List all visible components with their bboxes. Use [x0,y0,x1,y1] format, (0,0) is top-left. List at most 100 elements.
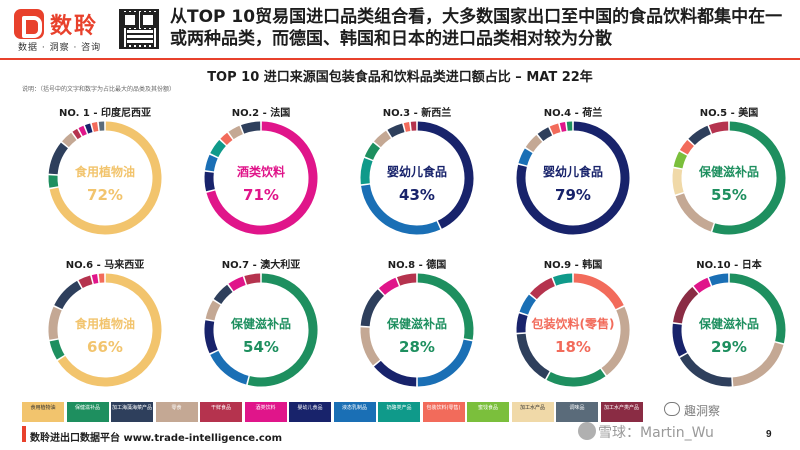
top-category-label: 食用植物油 [74,165,135,179]
donut-slice [48,175,59,188]
donut-chart [516,273,630,387]
country-rank-label: NO.7 - 澳大利亚 [221,260,301,271]
donut-chart [204,273,318,387]
donut-slice [530,277,556,300]
legend-item: 零食 [155,402,198,422]
legend-item: 调味品 [556,402,598,422]
donut-slice [205,154,218,172]
brand-name: 数聆 [50,14,99,39]
footer-accent [22,426,26,442]
brand-tagline: 数据 · 洞察 · 咨询 [18,43,102,53]
donut-slice [518,148,533,166]
top-category-label: 保健滋补品 [230,317,291,331]
donut-slice [417,121,474,229]
donut-slice [516,313,528,333]
donut-slice [673,287,699,324]
top-category-label: 婴幼儿食品 [542,165,603,179]
brand-logo-icon [14,9,44,39]
donut-slice [601,306,630,376]
donut-slice [573,273,624,310]
page-number: 9 [766,429,772,440]
donut-slice [679,353,732,387]
donut-slice [48,306,62,340]
legend-item: 加工水产品 [511,402,554,422]
header: 数聆 数据 · 洞察 · 咨询 从TOP 10贸易国进口品类组合看，大多数国家出… [0,0,800,56]
legend-item: 保健滋补品 [66,402,109,422]
donut-slice [247,273,318,387]
donut-slice [84,123,93,134]
header-divider [0,58,800,60]
donut-slice [708,273,729,286]
country-rank-label: NO.4 - 荷兰 [543,108,603,119]
donut-slice [206,121,318,235]
donut-slice [78,125,87,137]
legend-item: 婴幼儿食品 [289,402,331,422]
donut-cell: NO.6 - 马来西亚 食用植物油 66% [30,256,180,406]
donut-chart [48,273,162,387]
donut-slice [54,280,82,310]
donut-slice [361,184,441,235]
donut-slice [210,350,249,385]
legend-item: 加工水产类产品 [600,402,643,422]
donut-slice [417,339,473,387]
donut-slice [91,122,99,132]
footer-text: 数聆进出口数据平台 www.trade-intelligence.com [30,433,283,444]
donut-slice [525,135,543,153]
legend-item: 加工海藻海菜产品 [111,402,153,422]
legend-item: 包装饮料(零售) [422,402,465,422]
donut-slice [49,339,65,360]
donut-slice [417,273,474,340]
donut-slice [675,193,714,232]
donut-chart [516,121,630,235]
top-category-label: 保健滋补品 [698,165,759,179]
donut-slice [228,125,243,140]
xueqiu-icon [578,422,596,440]
donut-slice [552,273,573,286]
wechat-icon [664,402,680,416]
legend-item: 液态乳制品 [333,402,376,422]
chart-note: 说明：（括号中的文字和数字为占比最大的品类及其份额） [22,86,176,93]
donut-cell: NO.4 - 荷兰 婴幼儿食品 79% [498,104,648,254]
donut-cell: NO.8 - 德国 保健滋补品 28% [342,256,492,406]
legend-item: 食用植物油 [22,402,64,422]
legend-item: 蜜饯食品 [467,402,509,422]
donut-chart [672,121,786,235]
country-rank-label: NO.10 - 日本 [696,260,762,271]
donut-slice [210,139,226,158]
donut-slice [559,122,567,132]
country-rank-label: NO.8 - 德国 [387,260,447,271]
top-share-value: 71% [243,186,279,204]
donut-slice [91,274,99,284]
donut-slice [57,273,162,387]
country-rank-label: NO.2 - 法国 [231,108,291,119]
donut-slice [78,275,93,289]
donut-slice [712,121,786,235]
donut-cell: NO.9 - 韩国 包装饮料(零售) 18% [498,256,648,406]
donut-slice [374,130,392,148]
donut-slice [240,121,261,134]
donut-slice [220,132,233,146]
top-category-label: 包装饮料(零售) [531,317,615,331]
donut-cell: NO.3 - 新西兰 婴幼儿食品 43% [342,104,492,254]
donut-cell: NO.5 - 美国 保健滋补品 55% [654,104,800,254]
donut-slice [549,123,561,135]
category-legend: 食用植物油 保健滋补品 加工海藻海菜产品 零食 干鲜食品 酒类饮料 婴幼儿食品 液态乳制品 奶酪… [22,402,800,422]
donut-slice [679,139,694,155]
country-rank-label: NO.5 - 美国 [699,108,759,119]
donut-slice [708,121,729,134]
qr-code-icon [119,9,159,49]
donut-slice [360,327,381,366]
donut-cell: NO.10 - 日本 保健滋补品 29% [654,256,800,406]
legend-item: 奶酪类产品 [378,402,420,422]
donut-slice [729,273,786,344]
donut-slice [516,333,550,380]
donut-chart [672,273,786,387]
country-rank-label: NO. 1 - 印度尼西亚 [58,108,151,119]
donut-slice [374,360,417,387]
top-category-label: 保健滋补品 [698,317,759,331]
donut-slice [516,121,630,235]
donut-cell: NO. 1 - 印度尼西亚 食用植物油 72% [30,104,180,254]
top-share-value: 79% [555,186,591,204]
donut-slice [688,125,712,146]
donut-slice [673,151,688,169]
